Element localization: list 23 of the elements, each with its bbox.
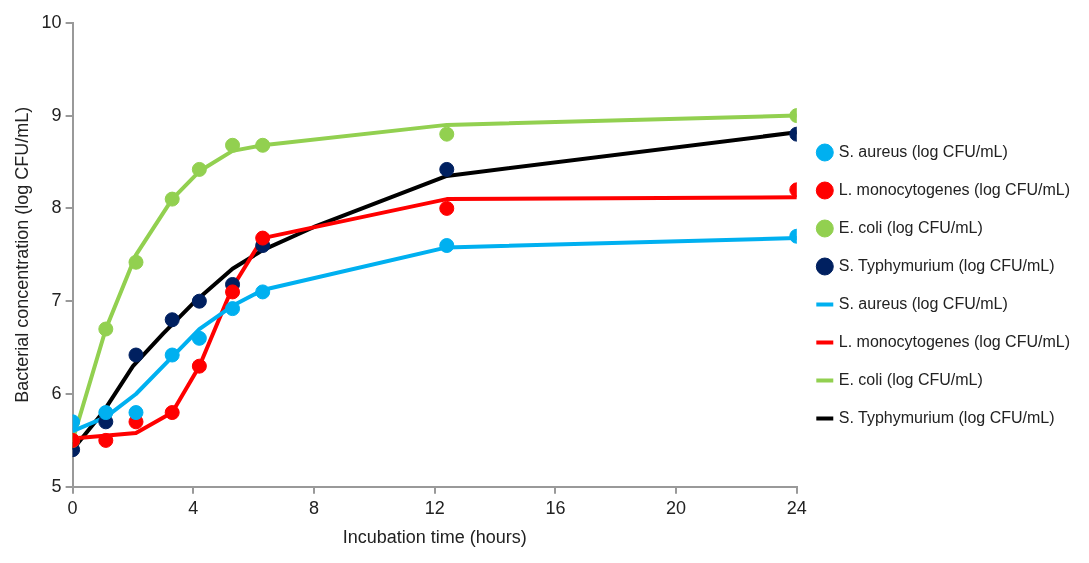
x-tick-label: 0	[67, 497, 78, 518]
y-tick-label: 8	[51, 197, 62, 218]
x-tick-label: 8	[309, 497, 320, 518]
x-tick-label: 12	[424, 497, 445, 518]
legend-label: S. Typhymurium (log CFU/mL)	[838, 256, 1055, 274]
legend-label: S. aureus (log CFU/mL)	[838, 142, 1008, 160]
legend-label: L. monocytogenes (log CFU/mL)	[838, 180, 1070, 198]
x-axis-title: Incubation time (hours)	[342, 527, 527, 548]
y-tick-label: 10	[41, 11, 62, 32]
legend-label: S. aureus (log CFU/mL)	[838, 294, 1008, 312]
y-tick-label: 7	[51, 290, 62, 311]
legend-label: L. monocytogenes (log CFU/mL)	[838, 332, 1070, 350]
x-tick-label: 16	[545, 497, 566, 518]
x-tick-label: 24	[786, 497, 807, 518]
x-tick-label: 4	[188, 497, 199, 518]
legend-label: E. coli (log CFU/mL)	[838, 370, 983, 388]
y-axis-title: Bacterial concentration (log CFU/mL)	[11, 106, 32, 403]
y-tick-label: 6	[51, 382, 62, 403]
y-tick-label: 5	[51, 475, 62, 496]
legend-label: S. Typhymurium (log CFU/mL)	[838, 408, 1055, 426]
y-tick-label: 9	[51, 104, 62, 125]
x-tick-label: 20	[666, 497, 687, 518]
legend-label: E. coli (log CFU/mL)	[838, 218, 983, 236]
